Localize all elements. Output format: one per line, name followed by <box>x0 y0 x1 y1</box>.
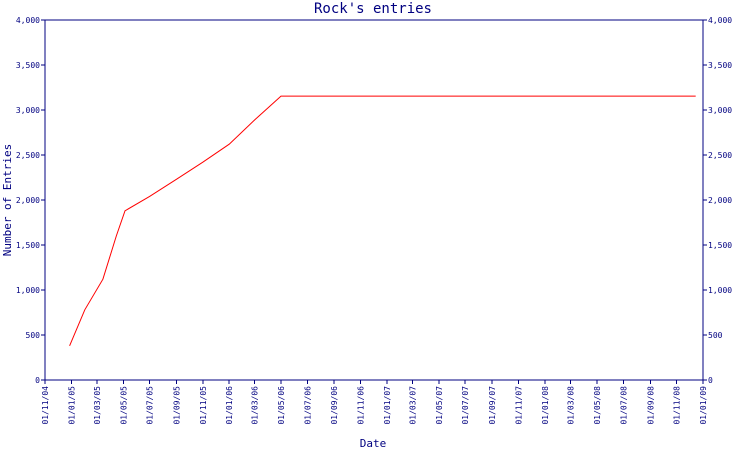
x-tick-label: 01/07/05 <box>146 386 155 425</box>
x-tick-label: 01/11/08 <box>673 386 682 425</box>
x-tick-label: 01/01/08 <box>541 386 550 425</box>
y-tick-label-left: 1,000 <box>16 286 40 295</box>
x-tick-label: 01/09/07 <box>488 386 497 425</box>
x-tick-label: 01/05/06 <box>277 386 286 425</box>
y-axis-left: 0 500 1,000 1,500 2,000 2,500 3,000 3,500 4,000 <box>16 16 45 385</box>
x-tick-label: 01/01/06 <box>225 386 234 425</box>
y-tick-label-left: 500 <box>26 331 41 340</box>
y-tick-label-left: 2,000 <box>16 196 40 205</box>
x-tick-label: 01/03/05 <box>93 386 102 425</box>
x-tick-label: 01/07/08 <box>619 386 628 425</box>
y-tick-label-left: 4,000 <box>16 16 40 25</box>
series-group <box>69 95 696 346</box>
x-tick-label: 01/09/08 <box>646 386 655 425</box>
x-tick-label: 01/11/05 <box>199 386 208 425</box>
y-tick-label-right: 2,500 <box>708 151 732 160</box>
x-axis-label: Date <box>360 437 387 450</box>
x-tick-label: 01/03/07 <box>408 386 417 425</box>
x-tick-label: 01/07/07 <box>461 386 470 425</box>
chart-title: Rock's entries <box>314 1 432 17</box>
x-tick-label: 01/11/07 <box>514 386 523 425</box>
x-axis: 01/11/04 01/01/05 01/03/05 01/05/05 01/07/05… <box>41 380 708 425</box>
y-tick-label-left: 2,500 <box>16 151 40 160</box>
y-tick-label-left: 3,500 <box>16 61 40 70</box>
x-tick-label: 01/01/07 <box>383 386 392 425</box>
y-tick-label-left: 0 <box>35 376 40 385</box>
y-tick-label-right: 3,000 <box>708 106 732 115</box>
x-tick-label: 01/11/04 <box>41 386 50 425</box>
y-tick-label-right: 4,000 <box>708 16 732 25</box>
y-tick-label-left: 3,000 <box>16 106 40 115</box>
x-tick-label: 01/05/05 <box>119 386 128 425</box>
y-tick-label-left: 1,500 <box>16 241 40 250</box>
series-line <box>69 95 696 346</box>
x-tick-label: 01/09/05 <box>172 386 181 425</box>
y-tick-label-right: 0 <box>708 376 713 385</box>
x-tick-label: 01/05/08 <box>593 386 602 425</box>
x-tick-label: 01/05/07 <box>435 386 444 425</box>
x-tick-label: 01/03/08 <box>567 386 576 425</box>
y-tick-label-right: 1,000 <box>708 286 732 295</box>
y-axis-label: Number of Entries <box>1 144 14 257</box>
x-tick-label: 01/01/09 <box>699 386 708 425</box>
x-tick-label: 01/07/06 <box>303 386 312 425</box>
x-tick-label: 01/01/05 <box>67 386 76 425</box>
y-tick-label-right: 2,000 <box>708 196 732 205</box>
y-tick-label-right: 3,500 <box>708 61 732 70</box>
x-tick-label: 01/09/06 <box>330 386 339 425</box>
y-axis-right: 0 500 1,000 1,500 2,000 2,500 3,000 3,500 4,000 <box>703 16 732 385</box>
y-tick-label-right: 1,500 <box>708 241 732 250</box>
x-tick-label: 01/03/06 <box>251 386 260 425</box>
x-tick-label: 01/11/06 <box>357 386 366 425</box>
y-tick-label-right: 500 <box>708 331 723 340</box>
